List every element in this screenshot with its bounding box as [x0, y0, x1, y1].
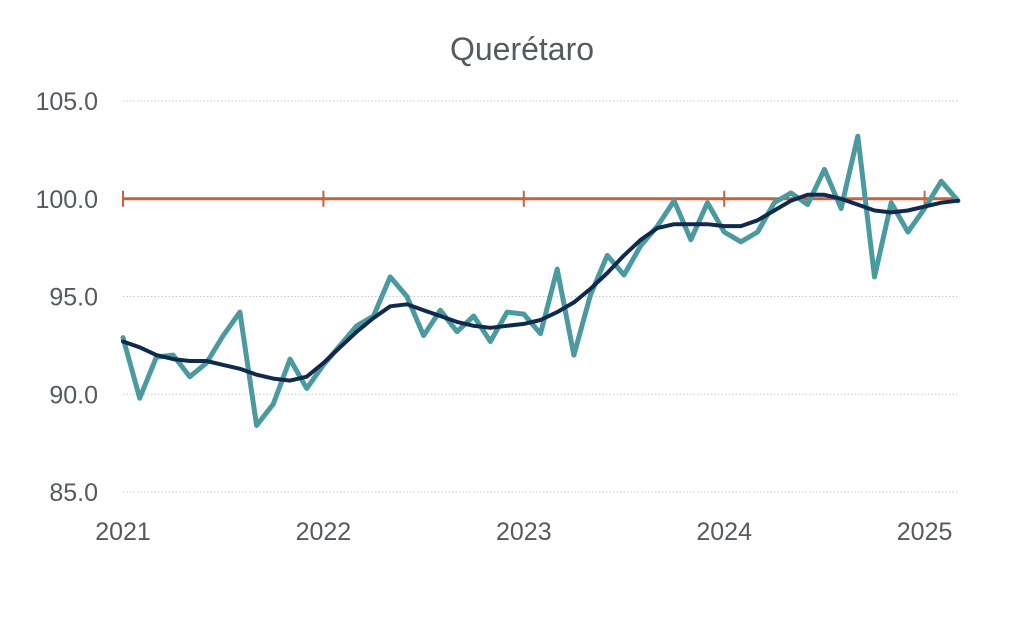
y-tick-label: 85.0	[49, 479, 98, 507]
y-axis-tick-labels: 105.0 100.0 95.0 90.0 85.0	[35, 88, 98, 507]
x-tick-label: 2024	[696, 518, 752, 546]
y-tick-label: 95.0	[49, 284, 98, 312]
x-tick-label: 2025	[897, 518, 953, 546]
series-1-line	[120, 133, 961, 428]
reference-line-100	[122, 190, 958, 207]
x-tick-label: 2021	[95, 518, 151, 546]
x-tick-label: 2023	[496, 518, 552, 546]
y-tick-label: 90.0	[49, 381, 98, 409]
chart-title: Querétaro	[450, 31, 594, 67]
series-2-line	[121, 192, 960, 383]
x-tick-label: 2022	[296, 518, 352, 546]
y-tick-label: 105.0	[35, 88, 98, 116]
x-axis-tick-labels: 2021 2022 2023 2024 2025	[95, 518, 952, 546]
series-lines	[120, 133, 961, 428]
grid-lines	[123, 100, 958, 493]
y-tick-label: 100.0	[35, 186, 98, 214]
